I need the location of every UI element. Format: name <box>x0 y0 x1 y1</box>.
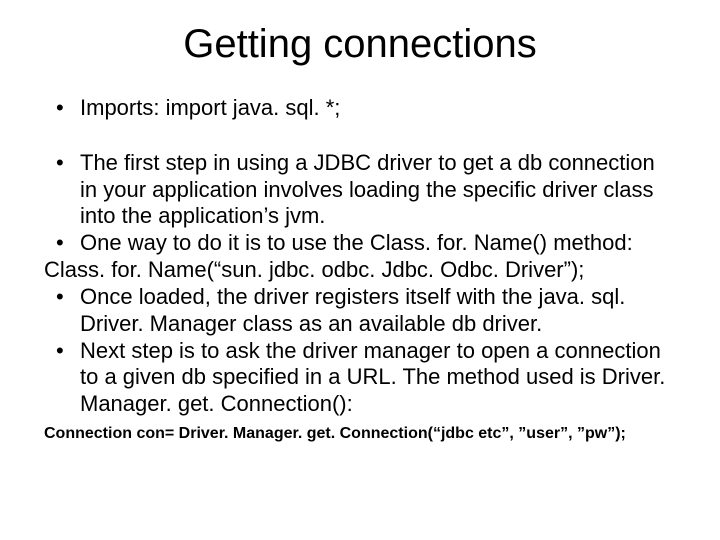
slide-title: Getting connections <box>44 22 676 67</box>
slide: Getting connections Imports: import java… <box>0 0 720 540</box>
code-line-connection: Connection con= Driver. Manager. get. Co… <box>44 424 676 443</box>
bullet-next-step: Next step is to ask the driver manager t… <box>44 338 676 418</box>
bullet-class-forname: One way to do it is to use the Class. fo… <box>44 230 676 257</box>
bullet-list-3: Once loaded, the driver registers itself… <box>44 284 676 418</box>
bullet-imports: Imports: import java. sql. *; <box>44 95 676 122</box>
bullet-list-2: The first step in using a JDBC driver to… <box>44 150 676 257</box>
spacer <box>44 122 676 150</box>
bullet-list: Imports: import java. sql. *; <box>44 95 676 122</box>
code-line-class-forname: Class. for. Name(“sun. jdbc. odbc. Jdbc.… <box>44 257 676 284</box>
bullet-first-step: The first step in using a JDBC driver to… <box>44 150 676 230</box>
bullet-driver-registers: Once loaded, the driver registers itself… <box>44 284 676 338</box>
